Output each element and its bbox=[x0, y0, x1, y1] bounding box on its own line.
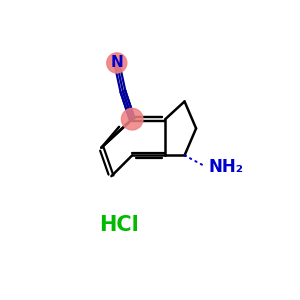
Text: HCl: HCl bbox=[99, 215, 139, 235]
Text: NH₂: NH₂ bbox=[208, 158, 243, 176]
Circle shape bbox=[122, 108, 143, 130]
Text: N: N bbox=[110, 56, 123, 70]
Circle shape bbox=[107, 53, 127, 73]
